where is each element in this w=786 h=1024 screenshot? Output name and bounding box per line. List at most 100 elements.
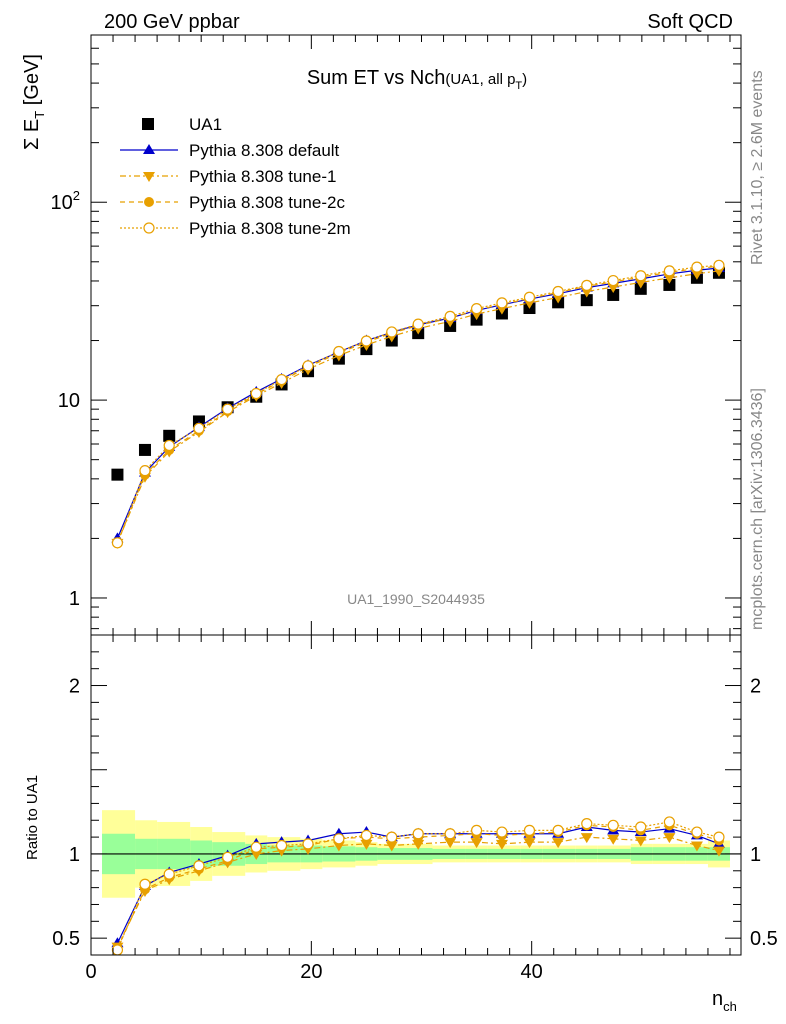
series-0-point xyxy=(163,429,176,442)
legend: UA1 Pythia 8.308 default Pythia 8.308 tune… xyxy=(120,115,351,238)
series-4-point xyxy=(581,279,593,291)
series-1-line xyxy=(116,267,720,539)
series-2-ratio-point xyxy=(690,841,703,852)
header-right: Soft QCD xyxy=(647,11,733,33)
series-4-point xyxy=(222,403,234,415)
series-4-point xyxy=(275,373,288,386)
ratio-frame xyxy=(90,634,742,956)
series-4-ratio-point xyxy=(635,821,647,833)
series-4-line xyxy=(116,264,720,544)
watermark: UA1_1990_S2044935 xyxy=(347,591,485,607)
series-4-ratio-point xyxy=(496,826,508,838)
series-4-point xyxy=(635,270,647,282)
legend-marker-2 xyxy=(143,172,155,182)
y-tick-label-right: 2 xyxy=(750,676,761,698)
legend-label-0: UA1 xyxy=(189,115,222,134)
series-4-point xyxy=(713,259,725,271)
y-tick-label: 2 xyxy=(69,676,80,698)
series-4-ratio-point xyxy=(607,819,619,831)
series-4-point xyxy=(412,318,424,330)
side-rivet: Rivet 3.1.10, ≥ 2.6M events xyxy=(749,70,766,265)
series-4-ratio-point xyxy=(222,851,234,863)
series-4-ratio-point xyxy=(250,841,262,853)
series-2-ratio-point xyxy=(412,839,425,850)
series-0-point xyxy=(607,288,620,301)
series-4-ratio-point xyxy=(691,826,703,838)
series-4-point xyxy=(139,465,151,477)
series-2-point xyxy=(663,273,676,284)
x-tick-label: 40 xyxy=(521,961,543,983)
series-2-ratio-point xyxy=(385,841,398,852)
series-2-ratio-point xyxy=(663,833,676,844)
series-2-ratio-point xyxy=(607,834,620,845)
series-4-ratio-point xyxy=(360,829,373,842)
y-axis-label-ratio: Ratio to UA1 xyxy=(24,775,41,860)
x-tick-label: 20 xyxy=(300,961,322,983)
series-4-point xyxy=(250,387,262,400)
series-3-line xyxy=(116,265,720,544)
series-4-ratio-point xyxy=(386,831,398,843)
y-tick-label-right: 0.5 xyxy=(750,928,778,950)
series-4-point xyxy=(163,439,175,452)
series-4-ratio-point xyxy=(663,816,675,828)
series-0-point xyxy=(138,443,151,456)
series-4-point xyxy=(496,297,508,309)
legend-label-1: Pythia 8.308 default xyxy=(189,141,340,160)
chart-title: Sum ET vs Nch(UA1, all pT) xyxy=(307,67,527,92)
series-4-point xyxy=(691,261,703,273)
series-4-ratio-point xyxy=(412,828,424,840)
legend-label-2: Pythia 8.308 tune-1 xyxy=(189,167,336,186)
series-4-point xyxy=(111,537,124,549)
series-0-point xyxy=(663,278,676,291)
series-0-point xyxy=(634,282,647,295)
series-0-point xyxy=(580,294,593,307)
series-4-point xyxy=(663,265,675,277)
y-tick-label: 0.5 xyxy=(52,928,80,950)
series-2-line xyxy=(116,270,720,544)
series-4-point xyxy=(360,335,373,347)
series-4-ratio-point xyxy=(333,833,345,845)
series-2-ratio-point xyxy=(495,839,508,850)
series-4-ratio-point xyxy=(163,868,175,880)
y-tick-label: 1 xyxy=(69,844,80,866)
series-4-ratio-point xyxy=(581,818,593,830)
series-0-point xyxy=(111,468,124,481)
legend-marker-4 xyxy=(143,222,155,234)
main-panel: 1 10 102 Sum ET vs Nch(UA1, all pT) UA1_19… xyxy=(21,34,742,636)
series-4-point xyxy=(607,274,619,287)
series-2-ratio-point xyxy=(523,838,536,849)
series-4-ratio-point xyxy=(713,831,725,843)
series-4-point xyxy=(302,360,314,372)
series-2-ratio-point xyxy=(552,838,565,849)
ratio-panel: 0 20 40 0.5 0.5 1 1 2 2 Ratio to UA1 nch xyxy=(24,634,778,1014)
series-4-point xyxy=(193,422,205,434)
series-2-ratio-point xyxy=(634,836,647,847)
y-axis-label-main: Σ ET [GeV] xyxy=(21,54,47,150)
legend-marker-3 xyxy=(144,197,154,207)
legend-label-3: Pythia 8.308 tune-2c xyxy=(189,193,345,212)
series-4-ratio-point xyxy=(275,839,288,852)
y-tick-label-right: 1 xyxy=(750,844,761,866)
series-2-ratio-line xyxy=(116,836,720,947)
series-2-ratio-point xyxy=(712,846,725,857)
series-4-ratio-point xyxy=(552,824,564,836)
series-2-ratio-point xyxy=(360,839,373,850)
y-tick-label: 102 xyxy=(51,188,80,214)
series-4-point xyxy=(333,345,345,358)
series-4-ratio-point xyxy=(139,878,151,890)
series-4-ratio-point xyxy=(523,824,536,836)
series-4-point xyxy=(386,326,398,338)
series-4-ratio-point xyxy=(111,944,124,956)
series-4-ratio-point xyxy=(470,824,483,836)
series-2-ratio-point xyxy=(470,838,483,849)
legend-marker-0 xyxy=(142,118,154,130)
y-tick-label: 1 xyxy=(69,588,80,610)
legend-marker-1 xyxy=(143,144,155,154)
series-2-ratio-point xyxy=(444,838,457,849)
series-4-point xyxy=(523,291,536,303)
series-4-point xyxy=(552,285,564,298)
side-mcplots: mcplots.cern.ch [arXiv:1306.3436] xyxy=(749,388,766,630)
x-tick-label: 0 xyxy=(85,961,96,983)
y-tick-label: 10 xyxy=(58,390,80,412)
